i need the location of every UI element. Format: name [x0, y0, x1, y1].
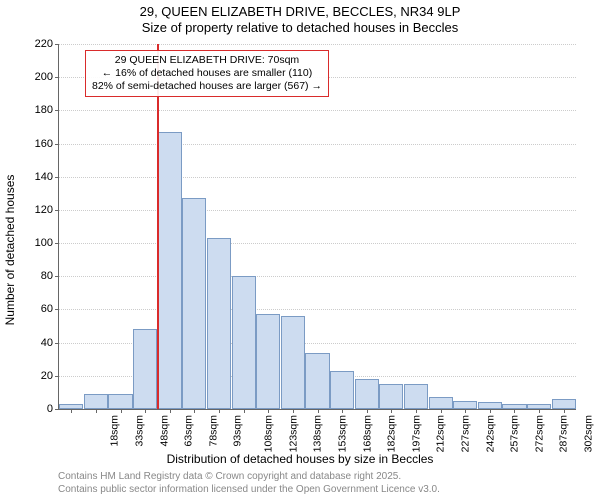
x-tick-label: 257sqm — [507, 415, 521, 452]
x-tick-mark — [564, 409, 565, 413]
x-tick-mark — [244, 409, 245, 413]
footer-line-1: Contains HM Land Registry data © Crown c… — [58, 471, 440, 484]
y-tick-mark — [55, 77, 59, 78]
histogram-bar — [305, 353, 329, 409]
x-axis-label: Distribution of detached houses by size … — [0, 452, 600, 466]
x-tick-label: 153sqm — [334, 415, 348, 452]
x-tick-label: 272sqm — [531, 415, 545, 452]
x-tick-label: 123sqm — [285, 415, 299, 452]
annotation-line-3: 82% of semi-detached houses are larger (… — [92, 80, 322, 93]
x-tick-mark — [318, 409, 319, 413]
x-tick-label: 33sqm — [131, 415, 145, 447]
annotation-line-1: 29 QUEEN ELIZABETH DRIVE: 70sqm — [92, 54, 322, 67]
x-tick-mark — [465, 409, 466, 413]
annotation-box: 29 QUEEN ELIZABETH DRIVE: 70sqm ← 16% of… — [85, 50, 329, 97]
x-tick-label: 302sqm — [580, 415, 594, 452]
y-tick-mark — [55, 243, 59, 244]
x-tick-label: 227sqm — [457, 415, 471, 452]
x-tick-mark — [268, 409, 269, 413]
x-tick-mark — [539, 409, 540, 413]
gridline — [59, 110, 576, 111]
x-tick-mark — [416, 409, 417, 413]
x-tick-label: 138sqm — [310, 415, 324, 452]
histogram-bar — [182, 198, 206, 409]
annotation-line-2: ← 16% of detached houses are smaller (11… — [92, 67, 322, 80]
x-tick-label: 78sqm — [205, 415, 219, 447]
x-tick-mark — [170, 409, 171, 413]
chart-title-sub: Size of property relative to detached ho… — [0, 20, 600, 36]
histogram-bar — [330, 371, 354, 409]
y-tick-mark — [55, 309, 59, 310]
histogram-bar — [108, 394, 132, 409]
x-tick-mark — [342, 409, 343, 413]
histogram-bar — [281, 316, 305, 409]
x-tick-label: 18sqm — [107, 415, 121, 447]
y-tick-mark — [55, 177, 59, 178]
chart-footer: Contains HM Land Registry data © Crown c… — [58, 471, 440, 496]
x-tick-label: 182sqm — [383, 415, 397, 452]
histogram-bar — [158, 132, 182, 409]
chart-title-main: 29, QUEEN ELIZABETH DRIVE, BECCLES, NR34… — [0, 4, 600, 20]
x-tick-mark — [293, 409, 294, 413]
x-tick-mark — [441, 409, 442, 413]
y-tick-mark — [55, 343, 59, 344]
x-tick-mark — [490, 409, 491, 413]
gridline — [59, 210, 576, 211]
gridline — [59, 243, 576, 244]
x-tick-label: 242sqm — [482, 415, 496, 452]
y-axis-label: Number of detached houses — [3, 175, 17, 326]
y-tick-mark — [55, 144, 59, 145]
chart-titles: 29, QUEEN ELIZABETH DRIVE, BECCLES, NR34… — [0, 0, 600, 35]
x-tick-mark — [514, 409, 515, 413]
y-tick-mark — [55, 44, 59, 45]
x-tick-mark — [145, 409, 146, 413]
histogram-bar — [355, 379, 379, 409]
gridline — [59, 177, 576, 178]
y-tick-mark — [55, 210, 59, 211]
x-tick-mark — [71, 409, 72, 413]
histogram-bar — [404, 384, 428, 409]
gridline — [59, 144, 576, 145]
histogram-bar — [232, 276, 256, 409]
histogram-chart: 29, QUEEN ELIZABETH DRIVE, BECCLES, NR34… — [0, 0, 600, 500]
histogram-bar — [133, 329, 157, 409]
x-tick-mark — [194, 409, 195, 413]
gridline — [59, 276, 576, 277]
y-tick-mark — [55, 110, 59, 111]
y-tick-mark — [55, 409, 59, 410]
x-tick-mark — [121, 409, 122, 413]
x-tick-label: 63sqm — [181, 415, 195, 447]
x-tick-label: 287sqm — [556, 415, 570, 452]
footer-line-2: Contains public sector information licen… — [58, 484, 440, 497]
histogram-bar — [478, 402, 502, 409]
x-tick-label: 93sqm — [230, 415, 244, 447]
x-tick-label: 108sqm — [260, 415, 274, 452]
x-tick-label: 48sqm — [156, 415, 170, 447]
subject-property-marker — [157, 44, 159, 409]
gridline — [59, 44, 576, 45]
x-tick-mark — [219, 409, 220, 413]
y-tick-mark — [55, 376, 59, 377]
histogram-bar — [207, 238, 231, 409]
x-tick-mark — [367, 409, 368, 413]
histogram-bar — [453, 401, 477, 409]
histogram-bar — [429, 397, 453, 409]
x-tick-label: 197sqm — [408, 415, 422, 452]
x-tick-label: 168sqm — [359, 415, 373, 452]
histogram-bar — [379, 384, 403, 409]
x-tick-mark — [391, 409, 392, 413]
histogram-bar — [84, 394, 108, 409]
histogram-bar — [256, 314, 280, 409]
histogram-bar — [552, 399, 576, 409]
x-tick-mark — [96, 409, 97, 413]
x-tick-label: 212sqm — [433, 415, 447, 452]
y-tick-mark — [55, 276, 59, 277]
gridline — [59, 309, 576, 310]
plot-area: 02040608010012014016018020022018sqm33sqm… — [58, 44, 576, 410]
